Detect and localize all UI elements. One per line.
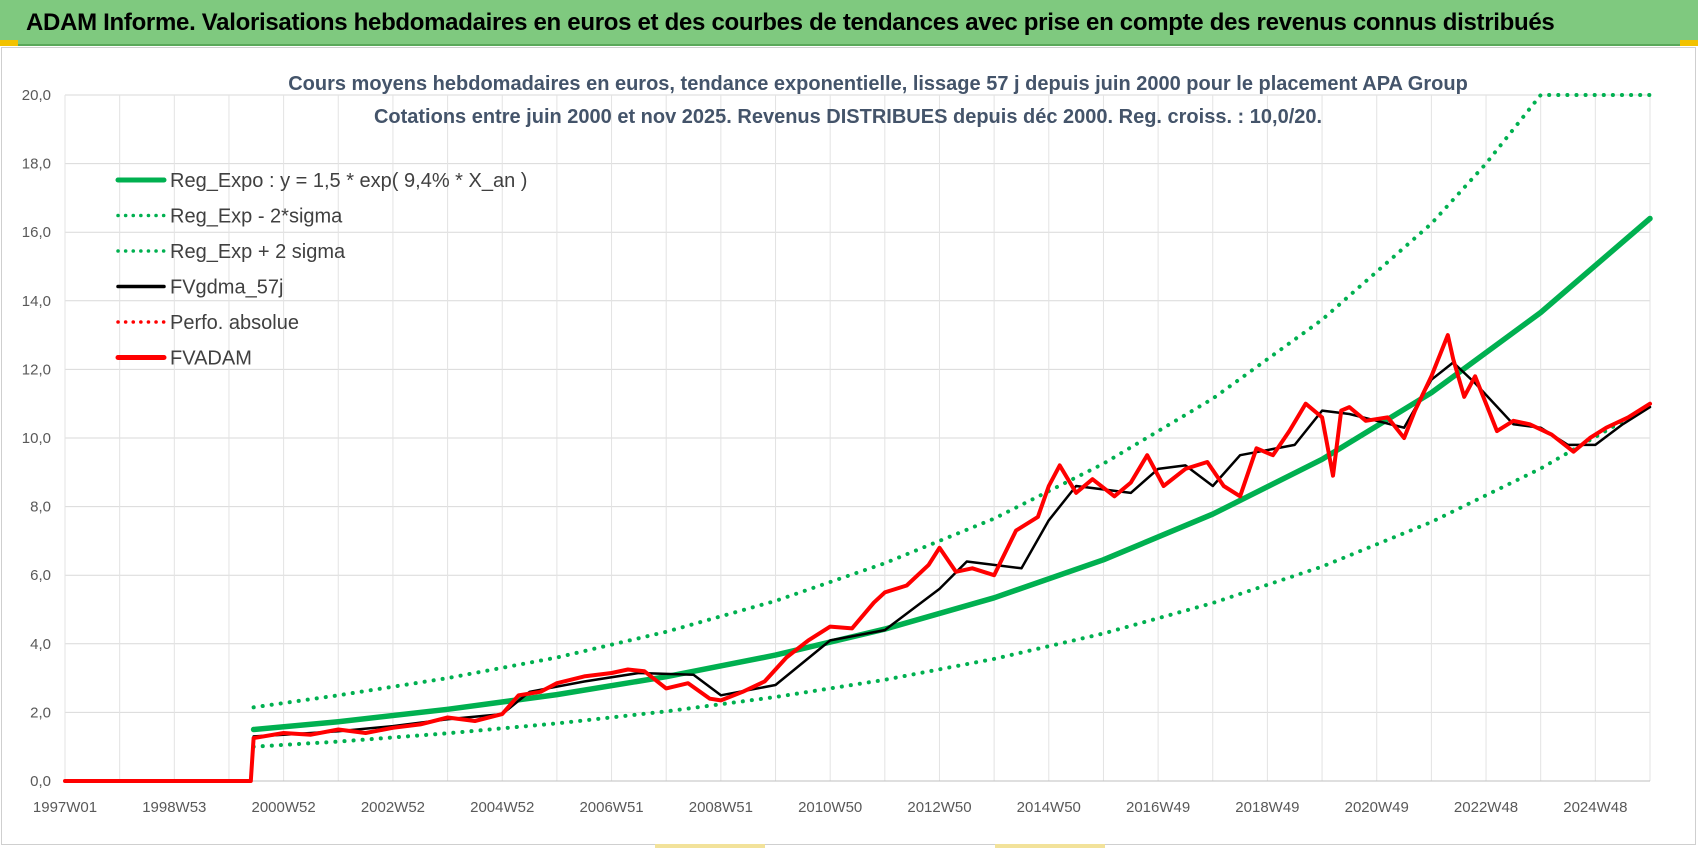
x-tick-label: 2016W49 — [1126, 799, 1190, 816]
chart-title: Cours moyens hebdomadaires en euros, ten… — [288, 73, 1468, 95]
x-tick-label: 2006W51 — [579, 799, 643, 816]
x-tick-label: 2014W50 — [1017, 799, 1081, 816]
header-bar: ADAM Informe. Valorisations hebdomadaire… — [0, 0, 1698, 46]
legend-label: FVgdma_57j — [170, 277, 283, 299]
x-tick-label: 2022W48 — [1454, 799, 1518, 816]
x-tick-label: 2002W52 — [361, 799, 425, 816]
y-tick-label: 0,0 — [30, 773, 51, 790]
x-tick-label: 2010W50 — [798, 799, 862, 816]
y-tick-label: 16,0 — [22, 224, 51, 241]
y-tick-label: 8,0 — [30, 499, 51, 516]
grid-lines — [64, 94, 1651, 782]
x-tick-label: 2012W50 — [907, 799, 971, 816]
series-line-0 — [250, 215, 1653, 733]
y-tick-label: 20,0 — [22, 87, 51, 104]
chart-frame — [1, 47, 1696, 845]
series-line-5 — [63, 333, 1652, 783]
series-line-1 — [251, 403, 1652, 749]
legend-label: FVADAM — [170, 348, 252, 370]
chart-subtitle: Cotations entre juin 2000 et nov 2025. R… — [374, 106, 1322, 128]
x-tick-label: 2024W48 — [1563, 799, 1627, 816]
legend: Reg_Expo : y = 1,5 * exp( 9,4% * X_an ) R… — [115, 170, 527, 370]
legend-label: Perfo. absolue — [170, 312, 299, 334]
sheet-tab-marker — [655, 844, 765, 848]
x-tick-label: 2020W49 — [1345, 799, 1409, 816]
x-tick-label: 2008W51 — [689, 799, 753, 816]
y-tick-label: 18,0 — [22, 156, 51, 173]
y-tick-label: 10,0 — [22, 430, 51, 447]
y-tick-label: 12,0 — [22, 361, 51, 378]
y-tick-label: 2,0 — [30, 704, 51, 721]
page-title: ADAM Informe. Valorisations hebdomadaire… — [26, 9, 1555, 36]
corner-marker-left — [0, 40, 18, 46]
series-layer — [63, 93, 1653, 783]
x-axis-ticks: 1997W01 1998W53 2000W52 2002W52 2004W52 2006W… — [33, 799, 1628, 816]
legend-label: Reg_Expo : y = 1,5 * exp( 9,4% * X_an ) — [170, 170, 527, 192]
legend-label: Reg_Exp + 2 sigma — [170, 241, 346, 263]
x-tick-label: 2018W49 — [1235, 799, 1299, 816]
corner-marker-right — [1680, 40, 1698, 46]
x-tick-label: 2004W52 — [470, 799, 534, 816]
series-line-3 — [63, 361, 1652, 783]
x-tick-label: 1997W01 — [33, 799, 97, 816]
y-tick-label: 4,0 — [30, 636, 51, 653]
x-tick-label: 1998W53 — [142, 799, 206, 816]
y-tick-label: 6,0 — [30, 567, 51, 584]
sheet-tab-marker — [995, 844, 1105, 848]
y-tick-label: 14,0 — [22, 293, 51, 310]
y-axis-ticks: 0,0 2,0 4,0 6,0 8,0 10,0 12,0 14,0 16,0 18,0 20,0 — [22, 87, 51, 790]
x-tick-label: 2000W52 — [252, 799, 316, 816]
legend-label: Reg_Exp - 2*sigma — [170, 206, 343, 228]
